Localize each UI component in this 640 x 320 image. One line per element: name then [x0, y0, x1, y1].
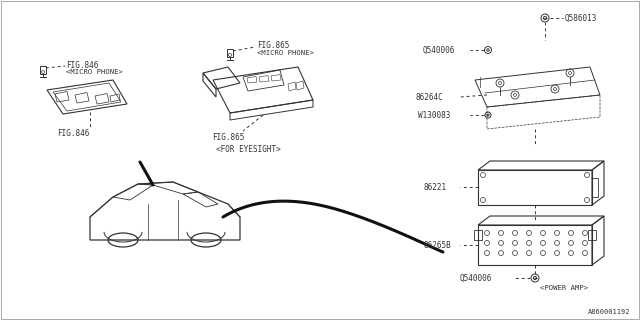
Text: <MICRO PHONE>: <MICRO PHONE> [66, 69, 123, 75]
Text: FIG.865: FIG.865 [212, 132, 244, 141]
Text: <POWER AMP>: <POWER AMP> [540, 285, 588, 291]
Text: W130083: W130083 [418, 110, 451, 119]
Text: Q540006: Q540006 [460, 274, 492, 283]
Text: FIG.846: FIG.846 [57, 130, 89, 139]
Text: FIG.846: FIG.846 [66, 60, 99, 69]
Text: Q586013: Q586013 [565, 13, 597, 22]
Text: 86221: 86221 [423, 182, 446, 191]
Text: 86264C: 86264C [415, 92, 443, 101]
Text: Q540006: Q540006 [423, 45, 456, 54]
Text: A860001192: A860001192 [588, 309, 630, 315]
Text: FIG.865: FIG.865 [257, 42, 289, 51]
Text: 86265B: 86265B [423, 241, 451, 250]
Text: <MICRO PHONE>: <MICRO PHONE> [257, 50, 314, 56]
Text: <FOR EYESIGHT>: <FOR EYESIGHT> [216, 146, 280, 155]
